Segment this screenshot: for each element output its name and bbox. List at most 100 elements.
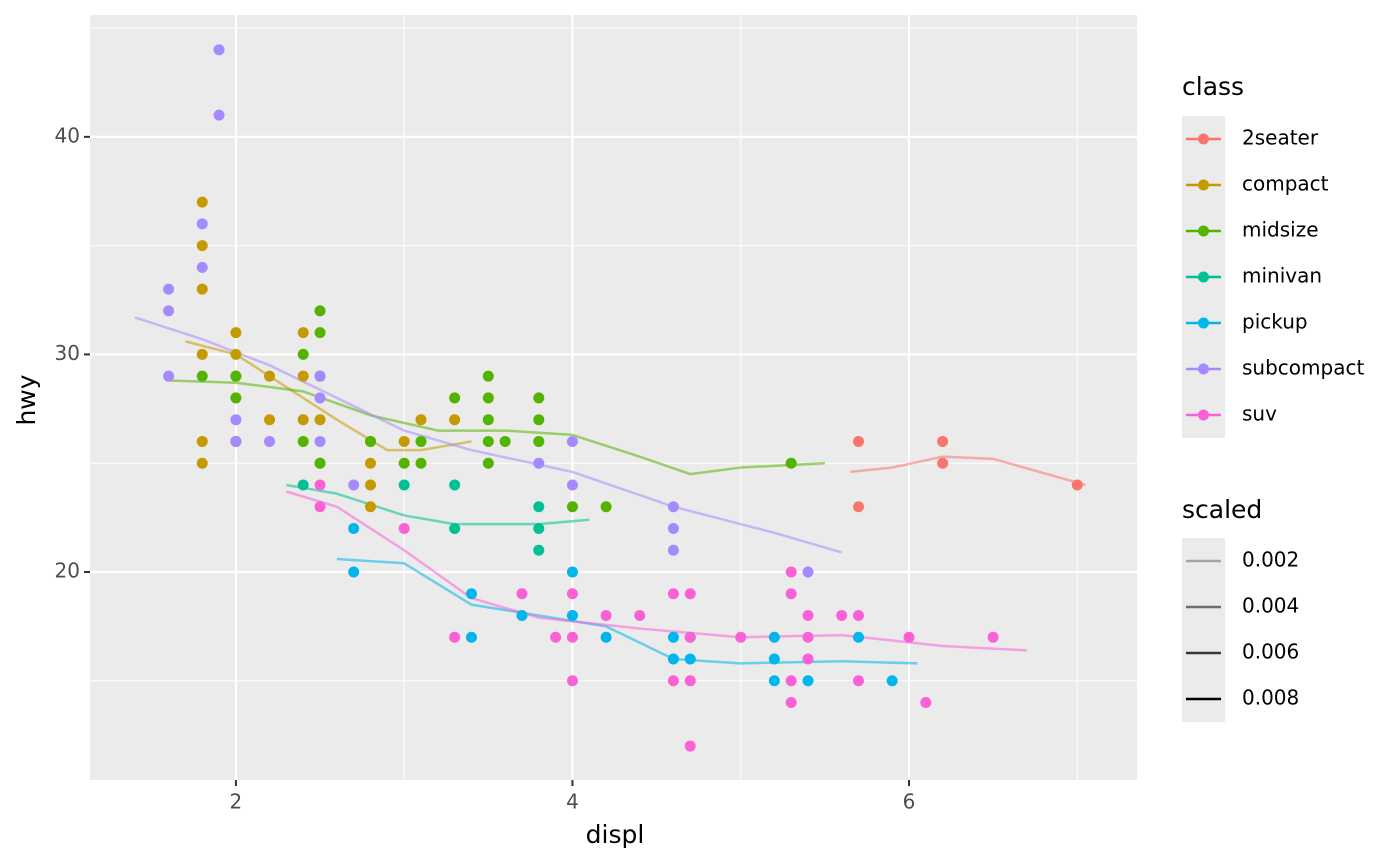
point — [297, 348, 309, 360]
point — [634, 610, 646, 622]
point — [230, 327, 242, 339]
y-tick-label: 20 — [55, 558, 80, 582]
point — [802, 631, 814, 643]
point — [566, 479, 578, 491]
point — [566, 501, 578, 513]
legend-key-point — [1198, 409, 1209, 421]
point — [264, 414, 276, 426]
legend-label: 0.004 — [1242, 594, 1299, 618]
point — [533, 544, 545, 556]
point — [550, 631, 562, 643]
point — [785, 566, 797, 578]
point — [937, 457, 949, 469]
point — [297, 414, 309, 426]
size-legend-title: scaled — [1182, 495, 1262, 524]
point — [365, 501, 377, 513]
point — [802, 610, 814, 622]
point — [196, 370, 208, 382]
point — [196, 457, 208, 469]
point — [314, 327, 326, 339]
y-tick-label: 40 — [55, 123, 80, 147]
legend-key-point — [1198, 225, 1209, 237]
point — [667, 653, 679, 665]
point — [449, 522, 461, 534]
x-tick-label: 2 — [230, 790, 243, 814]
point — [449, 392, 461, 404]
point — [853, 610, 865, 622]
point — [533, 414, 545, 426]
point — [196, 218, 208, 230]
point — [264, 435, 276, 447]
point — [516, 588, 528, 600]
point — [667, 544, 679, 556]
legend-label: 2seater — [1242, 126, 1319, 150]
point — [802, 653, 814, 665]
legend-key-point — [1198, 271, 1209, 283]
point — [533, 457, 545, 469]
point — [735, 631, 747, 643]
point — [230, 435, 242, 447]
point — [987, 631, 999, 643]
point — [213, 44, 225, 56]
point — [196, 348, 208, 360]
legend-keys-bg — [1182, 538, 1225, 722]
point — [667, 631, 679, 643]
point — [684, 675, 696, 687]
point — [802, 675, 814, 687]
point — [482, 435, 494, 447]
point — [398, 522, 410, 534]
point — [920, 697, 932, 709]
point — [415, 435, 427, 447]
point — [853, 675, 865, 687]
legend-key-point — [1198, 363, 1209, 375]
point — [264, 370, 276, 382]
y-tick-label: 30 — [55, 341, 80, 365]
point — [230, 392, 242, 404]
legend-key-point — [1198, 133, 1209, 145]
point — [600, 631, 612, 643]
point — [348, 522, 360, 534]
legend-key-point — [1198, 179, 1209, 191]
legend-label: midsize — [1242, 218, 1319, 242]
point — [785, 675, 797, 687]
legend-label: suv — [1242, 402, 1277, 426]
x-axis-title: displ — [586, 820, 645, 849]
point — [600, 610, 612, 622]
point — [533, 501, 545, 513]
point — [230, 414, 242, 426]
point — [667, 675, 679, 687]
point — [415, 414, 427, 426]
point — [886, 675, 898, 687]
point — [684, 653, 696, 665]
legend-label: 0.006 — [1242, 640, 1299, 664]
point — [802, 566, 814, 578]
point — [213, 109, 225, 121]
point — [314, 479, 326, 491]
point — [667, 501, 679, 513]
point — [566, 610, 578, 622]
y-axis-title: hwy — [12, 374, 41, 425]
legend-label: 0.002 — [1242, 548, 1299, 572]
legend-label: 0.008 — [1242, 686, 1299, 710]
point — [482, 414, 494, 426]
point — [482, 457, 494, 469]
point — [937, 435, 949, 447]
point — [230, 370, 242, 382]
legend-title: class — [1182, 72, 1244, 101]
legend-label: subcompact — [1242, 356, 1364, 380]
point — [449, 414, 461, 426]
point — [196, 283, 208, 295]
point — [499, 435, 511, 447]
point — [667, 588, 679, 600]
point — [684, 631, 696, 643]
point — [398, 457, 410, 469]
point — [566, 588, 578, 600]
point — [768, 675, 780, 687]
point — [398, 479, 410, 491]
point — [768, 653, 780, 665]
point — [482, 392, 494, 404]
point — [684, 588, 696, 600]
point — [415, 457, 427, 469]
point — [196, 261, 208, 273]
